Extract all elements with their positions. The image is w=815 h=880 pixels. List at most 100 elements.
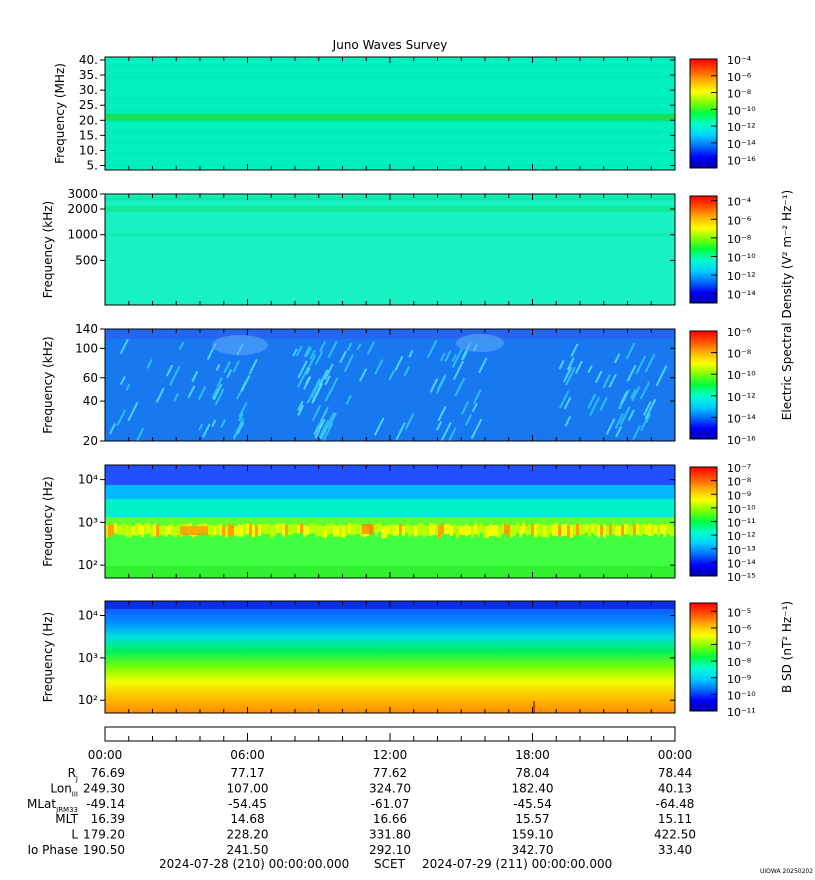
y-tick-label: 3000 bbox=[67, 187, 98, 201]
colorbar-tick-label: 10⁻¹² bbox=[727, 391, 756, 404]
colorbar-tick-label: 10⁻¹⁶ bbox=[727, 155, 756, 168]
y-tick-label: 140 bbox=[75, 322, 98, 336]
y-tick-label: 5. bbox=[87, 158, 98, 172]
colorbar-4: 10⁻⁷10⁻⁸10⁻⁹10⁻¹⁰10⁻¹¹10⁻¹²10⁻¹³10⁻¹⁴10⁻… bbox=[689, 462, 756, 584]
ephemeris-value: 16.66 bbox=[373, 812, 407, 826]
ephemeris-label: MLT bbox=[55, 812, 78, 826]
ephemeris-value: 76.69 bbox=[91, 766, 125, 780]
ephemeris-value: 14.68 bbox=[230, 812, 264, 826]
y-axis-label: Frequency (Hz) bbox=[41, 476, 55, 567]
colorbar-tick-label: 10⁻⁹ bbox=[727, 489, 751, 502]
colorbar-tick-label: 10⁻¹⁰ bbox=[727, 104, 756, 117]
ephemeris-value: 78.44 bbox=[658, 766, 692, 780]
colorbar-tick-label: 10⁻⁸ bbox=[727, 348, 752, 361]
y-tick-label: 25. bbox=[79, 98, 98, 112]
colorbar-tick-label: 10⁻¹⁴ bbox=[727, 289, 756, 302]
ephemeris-value: 241.50 bbox=[227, 843, 269, 857]
colorbar-tick-label: 10⁻⁶ bbox=[727, 623, 752, 636]
ephemeris-value: 190.50 bbox=[83, 843, 125, 857]
colorbar-tick-label: 10⁻⁷ bbox=[727, 462, 751, 475]
time-tick-label: 00:00 bbox=[88, 748, 123, 762]
y-tick-label: 10⁴ bbox=[78, 473, 98, 487]
spectrogram-background bbox=[105, 194, 675, 305]
ephemeris-label: RJ bbox=[68, 766, 78, 783]
time-tick-label: 18:00 bbox=[515, 748, 550, 762]
ephemeris-value: 422.50 bbox=[654, 828, 696, 842]
colorbar-5: 10⁻⁵ 10⁻⁶ 10⁻⁷ 10⁻⁸ 10⁻⁹ 10⁻¹⁰ 10⁻¹¹ bbox=[689, 602, 756, 719]
y-axis-label: Frequency (kHz) bbox=[41, 336, 55, 433]
ephemeris-value: -49.14 bbox=[86, 797, 125, 811]
colorbar-3: 10⁻⁶ 10⁻⁸ 10⁻¹⁰ 10⁻¹² 10⁻¹⁴ 10⁻¹⁶ bbox=[689, 326, 756, 447]
colorbar-tick-label: 10⁻⁹ bbox=[727, 673, 751, 686]
figure-title: Juno Waves Survey bbox=[332, 38, 448, 52]
ephemeris-value: 324.70 bbox=[369, 781, 411, 795]
panel-lfr-hz: 10⁴ 10³ 10² Frequency (Hz) bbox=[41, 464, 676, 579]
y-tick-label: 10² bbox=[78, 558, 98, 572]
scet-start: 2024-07-28 (210) 00:00:00.000 bbox=[159, 857, 349, 871]
ephemeris-value: 15.11 bbox=[658, 812, 692, 826]
ephemeris-value: 107.00 bbox=[227, 781, 269, 795]
ephemeris-value: 40.13 bbox=[658, 781, 692, 795]
y-tick-label: 10² bbox=[78, 693, 98, 707]
ephemeris-value: 33.40 bbox=[658, 843, 692, 857]
colorbar-label-electric: Electric Spectral Density (V² m⁻² Hz⁻¹) bbox=[780, 190, 794, 420]
time-tick-label: 12:00 bbox=[373, 748, 408, 762]
scet-end: 2024-07-29 (211) 00:00:00.000 bbox=[422, 857, 612, 871]
ephemeris-value: 228.20 bbox=[227, 828, 269, 842]
colorbar-tick-label: 10⁻¹⁰ bbox=[727, 369, 756, 382]
colorbar-tick-label: 10⁻⁷ bbox=[727, 640, 751, 653]
colorbar-tick-label: 10⁻⁸ bbox=[727, 233, 752, 246]
ephemeris-value: 16.39 bbox=[91, 812, 125, 826]
y-tick-label: 40. bbox=[79, 53, 98, 67]
ephemeris-value: 292.10 bbox=[369, 843, 411, 857]
y-tick-label: 500 bbox=[75, 253, 98, 267]
colorbar-tick-label: 10⁻¹² bbox=[727, 530, 756, 543]
colorbar-tick-label: 10⁻¹⁰ bbox=[727, 251, 756, 264]
ephemeris-value: -61.07 bbox=[371, 797, 410, 811]
y-tick-label: 2000 bbox=[67, 202, 98, 216]
colorbar-2: 10⁻⁴ 10⁻⁶ 10⁻⁸ 10⁻¹⁰ 10⁻¹² 10⁻¹⁴ bbox=[689, 195, 756, 304]
y-axis-label: Frequency (Hz) bbox=[41, 612, 55, 703]
ephemeris-value: -64.48 bbox=[656, 797, 695, 811]
y-tick-label: 10³ bbox=[78, 651, 98, 665]
y-tick-label: 10⁴ bbox=[78, 609, 98, 623]
colorbar-tick-label: 10⁻⁶ bbox=[727, 214, 752, 227]
colorbar-tick-label: 10⁻⁸ bbox=[727, 656, 752, 669]
colorbar-tick-label: 10⁻¹⁵ bbox=[727, 571, 756, 584]
spectrogram-background bbox=[105, 601, 675, 713]
colorbar-tick-label: 10⁻⁴ bbox=[727, 196, 752, 209]
y-axis-label: Frequency (kHz) bbox=[41, 201, 55, 298]
panel-lfr-khz: 140 100 60 40 20 Frequency (kHz) bbox=[41, 322, 676, 448]
colorbar-tick-label: 10⁻¹¹ bbox=[727, 517, 756, 530]
colorbar-tick-label: 10⁻¹⁰ bbox=[727, 503, 756, 516]
colorbar-tick-label: 10⁻¹¹ bbox=[727, 706, 756, 719]
ephemeris-value: -45.54 bbox=[513, 797, 552, 811]
ephemeris-value: 78.04 bbox=[515, 766, 549, 780]
y-tick-label: 30. bbox=[79, 83, 98, 97]
y-tick-label: 15. bbox=[79, 128, 98, 142]
y-tick-label: 20 bbox=[83, 434, 98, 448]
y-tick-label: 10³ bbox=[78, 515, 98, 529]
y-tick-label: 60 bbox=[83, 371, 98, 385]
time-tick-label: 00:00 bbox=[658, 748, 693, 762]
y-tick-label: 40 bbox=[83, 394, 98, 408]
y-axis-label: Frequency (MHz) bbox=[53, 63, 67, 164]
colorbar-tick-label: 10⁻¹⁰ bbox=[727, 689, 756, 702]
colorbar-tick-label: 10⁻⁴ bbox=[727, 54, 752, 67]
panel-bsd: 10⁴ 10³ 10² Frequency (Hz) bbox=[41, 600, 676, 714]
colorbar-label-magnetic: B SD (nT² Hz⁻¹) bbox=[780, 601, 794, 693]
colorbar-tick-label: 10⁻⁶ bbox=[727, 326, 752, 339]
colorbar-tick-label: 10⁻¹² bbox=[727, 270, 756, 283]
ephemeris-value: 77.17 bbox=[230, 766, 264, 780]
colorbar-tick-label: 10⁻¹² bbox=[727, 121, 756, 134]
y-tick-label: 100 bbox=[75, 341, 98, 355]
ephemeris-value: 182.40 bbox=[512, 781, 554, 795]
panel-hfr-mhz: 5.10.15.20.25.30.35.40. Frequency (MHz) bbox=[53, 53, 676, 172]
y-tick-label: 1000 bbox=[67, 228, 98, 242]
ephemeris-value: 342.70 bbox=[512, 843, 554, 857]
ephemeris-value: 15.57 bbox=[515, 812, 549, 826]
colorbar-tick-label: 10⁻¹⁴ bbox=[727, 138, 756, 151]
ephemeris-value: 179.20 bbox=[83, 828, 125, 842]
